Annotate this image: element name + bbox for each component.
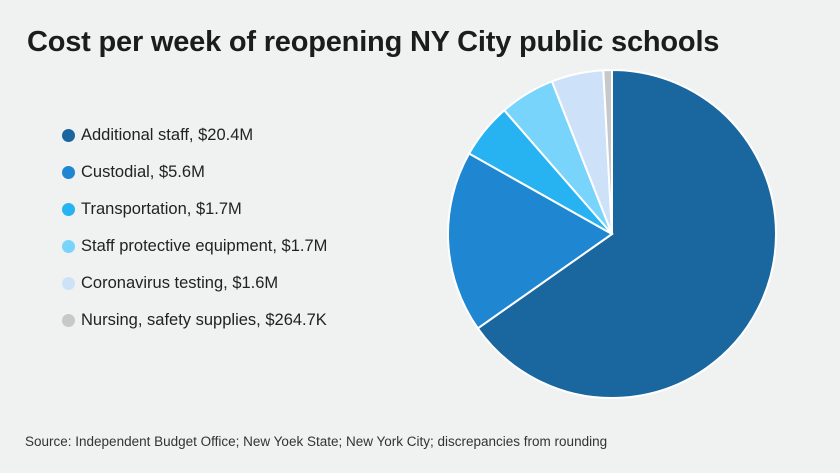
- pie-chart: [447, 68, 777, 399]
- pie-slice: [476, 68, 777, 399]
- legend-item: Transportation, $1.7M: [62, 191, 327, 228]
- legend-swatch: [62, 314, 75, 327]
- legend-item: Staff protective equipment, $1.7M: [62, 228, 327, 265]
- legend-item: Additional staff, $20.4M: [62, 117, 327, 154]
- legend-item: Coronavirus testing, $1.6M: [62, 265, 327, 302]
- pie-slice: [602, 68, 613, 235]
- legend-item: Nursing, safety supplies, $264.7K: [62, 302, 327, 339]
- legend-label: Nursing, safety supplies, $264.7K: [81, 311, 327, 329]
- source-note: Source: Independent Budget Office; New Y…: [25, 434, 608, 449]
- chart-title: Cost per week of reopening NY City publi…: [27, 26, 720, 58]
- legend-label: Additional staff, $20.4M: [81, 126, 254, 144]
- legend-label: Custodial, $5.6M: [81, 163, 205, 181]
- legend-swatch: [62, 203, 75, 216]
- pie-slice: [447, 152, 614, 330]
- legend-label: Coronavirus testing, $1.6M: [81, 274, 279, 292]
- legend-swatch: [62, 166, 75, 179]
- legend-label: Transportation, $1.7M: [81, 200, 242, 218]
- legend-swatch: [62, 277, 75, 290]
- legend: Additional staff, $20.4M Custodial, $5.6M…: [62, 117, 327, 339]
- legend-item: Custodial, $5.6M: [62, 154, 327, 191]
- legend-swatch: [62, 129, 75, 142]
- legend-swatch: [62, 240, 75, 253]
- legend-label: Staff protective equipment, $1.7M: [81, 237, 328, 255]
